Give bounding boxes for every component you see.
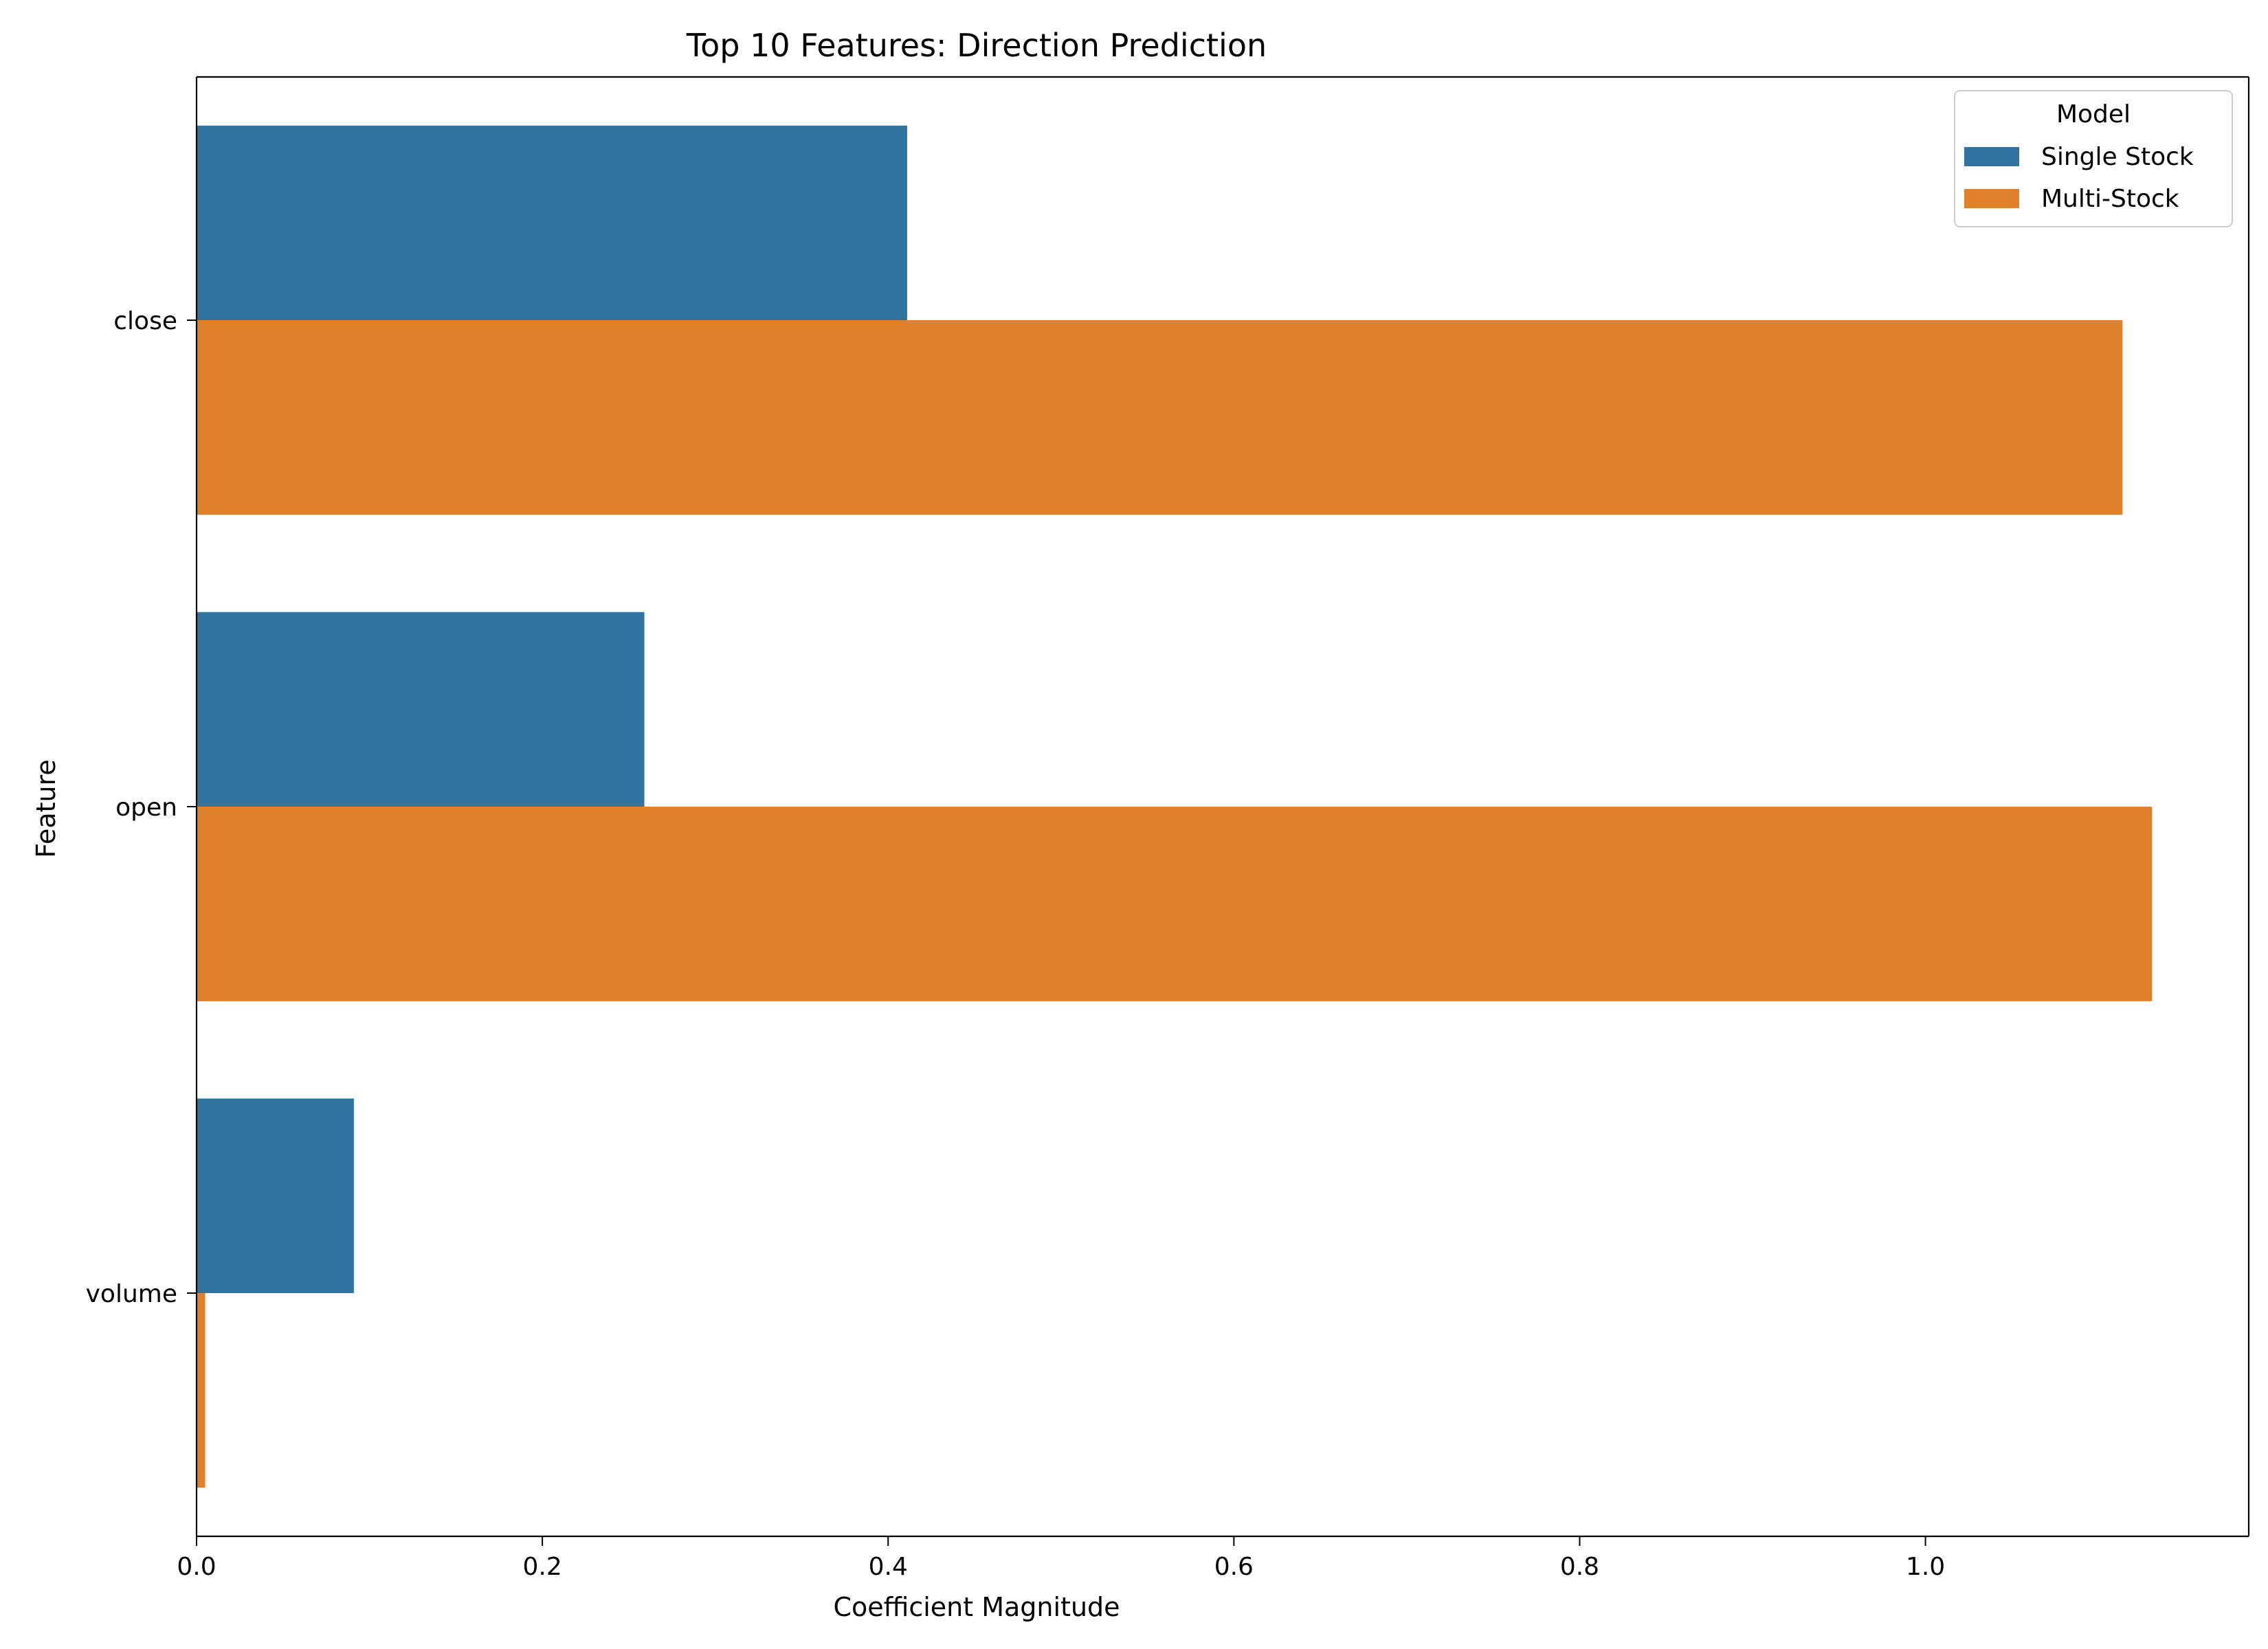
bar-open-multi-stock	[197, 807, 2153, 1002]
x-axis-ticks: 0.0 0.2 0.4 0.6 0.8 1.0	[177, 1536, 1945, 1581]
bar-close-single-stock	[197, 125, 907, 321]
legend-label: Single Stock	[2041, 143, 2194, 171]
bar-close-multi-stock	[197, 320, 2123, 515]
x-tick-label: 0.0	[177, 1553, 216, 1581]
y-tick-label: close	[113, 307, 177, 335]
x-tick-label: 0.6	[1214, 1553, 1254, 1581]
legend-swatch	[1964, 147, 2019, 166]
legend-swatch	[1964, 189, 2019, 208]
x-tick-label: 1.0	[1906, 1553, 1945, 1581]
y-axis-ticks: close open volume	[86, 307, 197, 1308]
y-axis-label: Feature	[31, 759, 61, 858]
bar-volume-multi-stock	[197, 1293, 205, 1488]
bar-open-single-stock	[197, 612, 645, 807]
legend-title: Model	[2056, 100, 2131, 128]
legend-frame	[1954, 90, 2233, 227]
bar-volume-single-stock	[197, 1098, 354, 1293]
x-tick-label: 0.2	[522, 1553, 562, 1581]
x-tick-label: 0.8	[1560, 1553, 1599, 1581]
x-tick-label: 0.4	[869, 1553, 908, 1581]
legend: Model Single Stock Multi-Stock	[1954, 90, 2233, 227]
legend-label: Multi-Stock	[2041, 185, 2179, 213]
y-tick-label: open	[115, 794, 177, 822]
y-tick-label: volume	[86, 1280, 177, 1308]
x-axis-label: Coefficient Magnitude	[833, 1592, 1120, 1622]
chart-title: Top 10 Features: Direction Prediction	[686, 27, 1267, 64]
bar-group	[197, 125, 2153, 1488]
